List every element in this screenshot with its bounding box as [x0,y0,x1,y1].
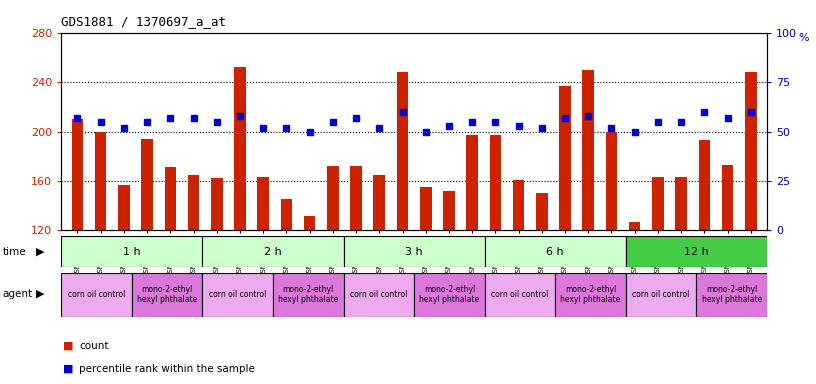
Bar [698,140,710,230]
Text: corn oil control: corn oil control [68,290,125,299]
Bar [414,273,485,317]
Text: corn oil control: corn oil control [209,290,266,299]
Text: 2 h: 2 h [264,247,282,257]
Bar [722,165,734,230]
Text: agent: agent [2,289,33,299]
Text: 3 h: 3 h [406,247,423,257]
Bar [605,131,617,230]
Bar [257,177,269,230]
Bar [485,236,626,267]
Bar [344,273,414,317]
Bar [626,236,767,267]
Bar [165,167,176,230]
Text: mono-2-ethyl
hexyl phthalate: mono-2-ethyl hexyl phthalate [137,285,197,305]
Text: mono-2-ethyl
hexyl phthalate: mono-2-ethyl hexyl phthalate [561,285,621,305]
Bar [202,236,344,267]
Bar [327,166,339,230]
Text: percentile rank within the sample: percentile rank within the sample [79,364,255,374]
Text: 6 h: 6 h [547,247,564,257]
Bar [652,177,663,230]
Bar [281,200,292,230]
Bar [583,70,594,230]
Text: %: % [799,33,809,43]
Bar [420,187,432,230]
Text: mono-2-ethyl
hexyl phthalate: mono-2-ethyl hexyl phthalate [702,285,762,305]
Text: corn oil control: corn oil control [632,290,690,299]
Text: count: count [79,341,109,351]
Text: ■: ■ [63,341,73,351]
Text: corn oil control: corn oil control [491,290,548,299]
Bar [188,175,199,230]
Bar [61,273,131,317]
Text: GDS1881 / 1370697_a_at: GDS1881 / 1370697_a_at [61,15,226,28]
Text: mono-2-ethyl
hexyl phthalate: mono-2-ethyl hexyl phthalate [419,285,480,305]
Bar [629,222,641,230]
Text: mono-2-ethyl
hexyl phthalate: mono-2-ethyl hexyl phthalate [278,285,339,305]
Bar [61,236,202,267]
Text: 1 h: 1 h [123,247,140,257]
Bar [344,236,485,267]
Bar [745,72,756,230]
Bar [273,273,344,317]
Bar [95,131,106,230]
Bar [676,177,687,230]
Bar [141,139,153,230]
Bar [555,273,626,317]
Bar [559,86,571,230]
Bar [397,72,408,230]
Text: ▶: ▶ [36,247,44,257]
Text: ▶: ▶ [36,289,44,299]
Text: 12 h: 12 h [684,247,709,257]
Bar [626,273,697,317]
Bar [443,191,455,230]
Bar [490,135,501,230]
Text: ■: ■ [63,364,73,374]
Bar [304,215,316,230]
Bar [131,273,202,317]
Text: time: time [2,247,26,257]
Bar [512,180,525,230]
Bar [467,135,478,230]
Bar [350,166,361,230]
Bar [211,179,223,230]
Bar [374,175,385,230]
Bar [536,193,548,230]
Bar [72,119,83,230]
Bar [118,185,130,230]
Bar [234,67,246,230]
Bar [485,273,555,317]
Bar [697,273,767,317]
Bar [202,273,273,317]
Text: corn oil control: corn oil control [350,290,407,299]
